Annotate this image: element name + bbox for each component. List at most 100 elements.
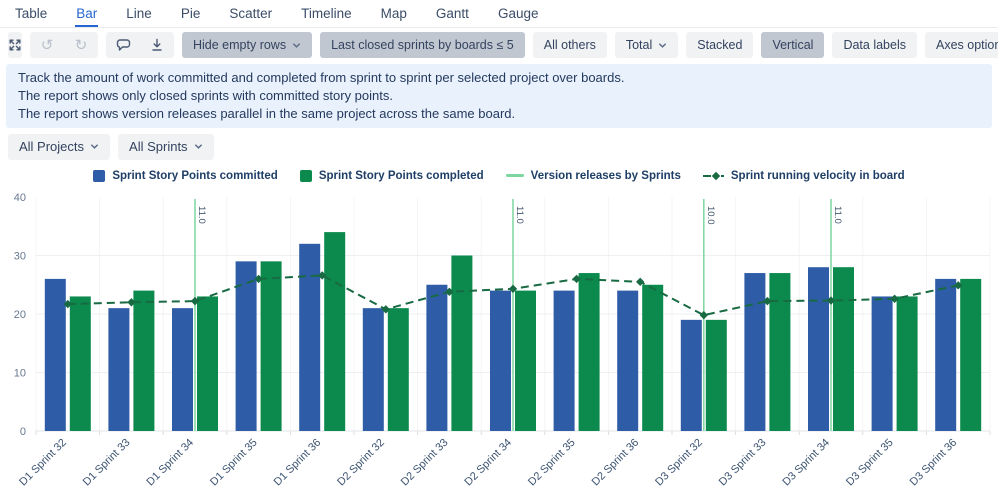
legend-item-committed[interactable]: Sprint Story Points committed (93, 169, 278, 182)
bar-completed[interactable] (833, 267, 854, 431)
vertical-button[interactable]: Vertical (761, 32, 825, 58)
tab-line[interactable]: Line (126, 6, 152, 21)
sprints-filter-label: All Sprints (129, 139, 188, 155)
bar-committed[interactable] (172, 307, 193, 431)
bar-completed[interactable] (133, 290, 155, 431)
x-category-label: D3 Sprint 36 (908, 436, 960, 488)
velocity-marker (699, 310, 708, 320)
comment-export-group (106, 32, 174, 58)
velocity-marker (254, 274, 263, 283)
data-labels-button[interactable]: Data labels (832, 32, 917, 58)
bar-completed[interactable] (69, 296, 91, 431)
bar-committed[interactable] (490, 290, 511, 431)
legend-item-velocity[interactable]: Sprint running velocity in board (702, 170, 905, 182)
bar-completed[interactable] (896, 296, 918, 431)
bar-completed[interactable] (197, 296, 218, 431)
redo-icon: ↻ (74, 36, 88, 54)
bar-completed[interactable] (578, 272, 600, 431)
x-category-label: D2 Sprint 34 (462, 436, 514, 488)
velocity-marker (826, 296, 836, 305)
bar-completed[interactable] (769, 272, 791, 431)
velocity-marker (763, 296, 772, 306)
completed-swatch-icon (299, 169, 312, 182)
tab-gantt[interactable]: Gantt (435, 6, 469, 21)
legend-item-completed[interactable]: Sprint Story Points completed (299, 169, 484, 182)
bar-committed[interactable] (744, 272, 766, 431)
legend-item-version-releases[interactable]: Version releases by Sprints (505, 169, 681, 182)
bar-committed[interactable] (871, 296, 893, 431)
total-dropdown[interactable]: Total (614, 32, 679, 58)
y-tick-label: 40 (14, 192, 26, 204)
tab-gauge[interactable]: Gauge (497, 6, 539, 21)
bar-committed[interactable] (362, 307, 384, 431)
tab-map[interactable]: Map (380, 6, 407, 21)
bar-committed[interactable] (680, 319, 702, 431)
velocity-marker (636, 277, 645, 286)
velocity-marker (381, 304, 390, 314)
filters-row: All Projects All Sprints (0, 128, 998, 160)
velocity-marker (63, 299, 72, 309)
bar-committed[interactable] (426, 284, 448, 431)
hide-empty-rows-dropdown[interactable]: Hide empty rows (182, 32, 313, 58)
sprints-filter-dropdown[interactable]: All Sprints (118, 133, 214, 160)
bar-completed[interactable] (642, 284, 664, 431)
tab-pie[interactable]: Pie (180, 6, 201, 21)
projects-filter-dropdown[interactable]: All Projects (8, 133, 111, 160)
bar-completed[interactable] (324, 231, 346, 431)
total-label: Total (625, 38, 653, 52)
x-category-label: D1 Sprint 33 (81, 436, 133, 488)
x-category-label: D3 Sprint 35 (844, 436, 896, 488)
bar-committed[interactable] (808, 267, 829, 431)
committed-swatch-icon (93, 169, 106, 182)
stacked-button[interactable]: Stacked (686, 32, 754, 58)
x-category-label: D2 Sprint 33 (399, 436, 451, 488)
all-others-button[interactable]: All others (532, 32, 607, 58)
x-category-label: D3 Sprint 33 (717, 436, 769, 488)
bar-completed[interactable] (387, 307, 409, 431)
tab-bar[interactable]: Bar (75, 0, 98, 27)
bar-committed[interactable] (235, 261, 257, 431)
bar-completed[interactable] (260, 261, 282, 431)
comment-button[interactable] (106, 32, 140, 58)
bar-committed[interactable] (44, 278, 66, 431)
undo-redo-group: ↺ ↻ (30, 32, 98, 58)
description-line: The report shows only closed sprints wit… (18, 87, 393, 103)
bar-committed[interactable] (935, 278, 957, 431)
chevron-down-icon (90, 144, 99, 150)
bar-completed[interactable] (451, 255, 473, 431)
velocity-marker (190, 296, 200, 306)
bar-completed[interactable] (705, 319, 727, 431)
fullscreen-button[interactable] (8, 32, 22, 58)
hide-empty-rows-label: Hide empty rows (193, 38, 287, 52)
legend-label: Version releases by Sprints (530, 169, 681, 182)
export-button[interactable] (140, 32, 174, 58)
velocity-swatch-icon (702, 171, 724, 181)
redo-button[interactable]: ↻ (64, 32, 98, 58)
bar-committed[interactable] (299, 243, 321, 431)
bar-completed[interactable] (960, 278, 982, 431)
tab-scatter[interactable]: Scatter (229, 6, 273, 21)
x-category-label: D3 Sprint 34 (780, 436, 832, 488)
bar-committed[interactable] (617, 290, 639, 431)
last-closed-sprints-button[interactable]: Last closed sprints by boards ≤ 5 (320, 32, 525, 58)
undo-button[interactable]: ↺ (30, 32, 64, 58)
chart-type-tabs: Table Bar Line Pie Scatter Timeline Map … (0, 0, 998, 28)
y-tick-label: 20 (14, 309, 26, 321)
report-description: Track the amount of work committed and c… (6, 64, 992, 128)
version-release-label: 11.0 (196, 206, 207, 224)
chevron-down-icon (292, 42, 301, 48)
comment-icon (116, 39, 130, 51)
bar-committed[interactable] (108, 307, 130, 431)
legend-label: Sprint Story Points completed (318, 169, 484, 182)
bar-committed[interactable] (553, 290, 575, 431)
axes-options-dropdown[interactable]: Axes options (924, 32, 998, 58)
tab-timeline[interactable]: Timeline (301, 6, 352, 21)
version-release-label: 10.0 (705, 206, 716, 225)
version-line-swatch-icon (505, 174, 524, 178)
bar-completed[interactable] (515, 290, 536, 431)
projects-filter-label: All Projects (19, 139, 85, 155)
tab-table[interactable]: Table (15, 6, 48, 21)
chart-area: 0 10 20 30 40 11.0 11.0 10.0 11.0 D1 Sprint 32 D1 … (0, 189, 998, 495)
velocity-marker (318, 271, 327, 280)
